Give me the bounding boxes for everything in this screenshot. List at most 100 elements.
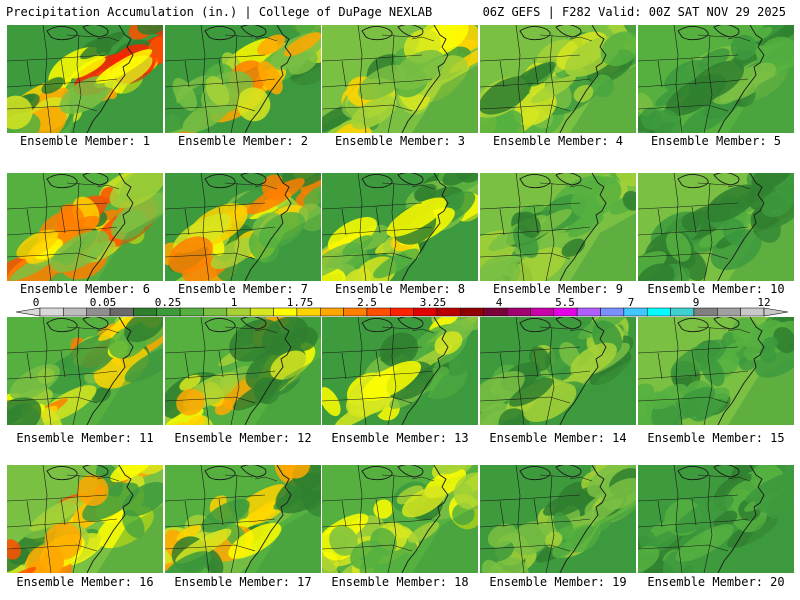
ensemble-map-panel <box>7 173 163 281</box>
scale-swatch <box>320 307 344 317</box>
ensemble-map-panel <box>638 25 794 133</box>
ensemble-map-panel <box>7 25 163 133</box>
scale-tick-label: 4 <box>496 296 503 309</box>
ensemble-map-panel <box>480 25 636 133</box>
scale-swatch <box>600 307 625 317</box>
scale-tick-label: 0.05 <box>90 296 117 309</box>
scale-swatch <box>86 307 111 317</box>
scale-tick-label: 3.25 <box>420 296 447 309</box>
scale-swatch <box>133 307 158 317</box>
map-title: Precipitation Accumulation (in.) | Colle… <box>6 5 433 19</box>
scale-tick-label: 1.75 <box>287 296 314 309</box>
scale-tick-label: 7 <box>628 296 635 309</box>
precipitation-field <box>638 465 794 573</box>
precipitation-field <box>7 465 163 573</box>
precipitation-field <box>322 173 478 281</box>
ensemble-map-panel <box>480 317 636 425</box>
ensemble-map-panel <box>638 465 794 573</box>
scale-swatch <box>390 307 414 317</box>
precipitation-field <box>638 25 794 133</box>
precipitation-field <box>638 317 794 425</box>
scale-tick-label: 1 <box>231 296 238 309</box>
scale-swatch <box>436 307 461 317</box>
ensemble-map-panel <box>322 173 478 281</box>
scale-tick-label: 0.25 <box>155 296 182 309</box>
scale-tick-label: 0 <box>33 296 40 309</box>
scale-swatch <box>109 307 134 317</box>
scale-swatch <box>623 307 648 317</box>
precipitation-field <box>165 25 321 133</box>
scale-swatch <box>179 307 204 317</box>
ensemble-member-label: Ensemble Member: 11 <box>16 431 154 445</box>
scale-swatch <box>740 307 765 317</box>
ensemble-map-panel <box>165 25 321 133</box>
scale-swatch <box>670 307 695 317</box>
ensemble-member-label: Ensemble Member: 13 <box>331 431 469 445</box>
scale-swatch <box>273 307 298 317</box>
scale-swatch <box>366 307 391 317</box>
ensemble-map-panel <box>480 173 636 281</box>
scale-swatch <box>483 307 508 317</box>
ensemble-member-label: Ensemble Member: 19 <box>489 575 627 589</box>
ensemble-map-panel <box>638 317 794 425</box>
scale-tick-label: 2.5 <box>357 296 377 309</box>
ensemble-map-panel <box>165 465 321 573</box>
precipitation-field <box>480 465 636 573</box>
scale-swatch <box>343 307 368 317</box>
scale-swatch <box>413 307 438 317</box>
scale-swatch <box>226 307 251 317</box>
ensemble-map-panel <box>165 317 321 425</box>
ensemble-map-panel <box>322 465 478 573</box>
ensemble-member-label: Ensemble Member: 1 <box>19 134 151 148</box>
precipitation-field <box>322 465 478 573</box>
precipitation-field <box>7 173 163 281</box>
ensemble-member-label: Ensemble Member: 7 <box>177 282 309 296</box>
precipitation-field <box>165 465 321 573</box>
precipitation-field <box>480 317 636 425</box>
scale-swatch <box>203 307 228 317</box>
ensemble-member-label: Ensemble Member: 16 <box>16 575 154 589</box>
ensemble-member-label: Ensemble Member: 12 <box>174 431 312 445</box>
scale-swatch <box>460 307 484 317</box>
scale-swatch <box>63 307 87 317</box>
scale-tick-label: 5.5 <box>555 296 575 309</box>
ensemble-map-panel <box>322 317 478 425</box>
scale-swatch <box>553 307 578 317</box>
precipitation-field <box>165 317 321 425</box>
ensemble-map-panel <box>480 465 636 573</box>
scale-swatch <box>717 307 741 317</box>
ensemble-member-label: Ensemble Member: 17 <box>174 575 312 589</box>
ensemble-member-label: Ensemble Member: 15 <box>647 431 785 445</box>
ensemble-member-label: Ensemble Member: 18 <box>331 575 469 589</box>
scale-swatch <box>249 307 274 317</box>
scale-tick-label: 9 <box>693 296 700 309</box>
scale-swatch <box>530 307 555 317</box>
scale-swatch <box>693 307 718 317</box>
ensemble-member-label: Ensemble Member: 8 <box>334 282 466 296</box>
precipitation-field <box>7 317 163 425</box>
precipitation-field <box>322 317 478 425</box>
ensemble-member-label: Ensemble Member: 14 <box>489 431 627 445</box>
ensemble-map-panel <box>7 465 163 573</box>
precipitation-field <box>322 25 478 133</box>
ensemble-map-panel <box>322 25 478 133</box>
precipitation-color-scale: 0 0.05 0.25 1 1.75 2.5 3.25 4 5.5 7 9 12 <box>15 296 789 317</box>
scale-tick-label: 12 <box>757 296 770 309</box>
scale-high-arrow <box>763 307 789 317</box>
scale-swatch <box>156 307 181 317</box>
precipitation-field <box>7 25 163 133</box>
precipitation-field <box>480 25 636 133</box>
ensemble-member-label: Ensemble Member: 20 <box>647 575 785 589</box>
scale-swatch <box>576 307 601 317</box>
ensemble-map-panel <box>638 173 794 281</box>
scale-low-arrow <box>15 307 41 317</box>
ensemble-map-panel <box>165 173 321 281</box>
model-run-info: 06Z GEFS | F282 Valid: 00Z SAT NOV 29 20… <box>482 5 786 19</box>
precipitation-field <box>165 173 321 281</box>
ensemble-member-label: Ensemble Member: 2 <box>177 134 309 148</box>
ensemble-member-label: Ensemble Member: 3 <box>334 134 466 148</box>
ensemble-map-panel <box>7 317 163 425</box>
ensemble-member-label: Ensemble Member: 4 <box>492 134 624 148</box>
ensemble-member-label: Ensemble Member: 10 <box>647 282 785 296</box>
scale-swatch <box>646 307 671 317</box>
